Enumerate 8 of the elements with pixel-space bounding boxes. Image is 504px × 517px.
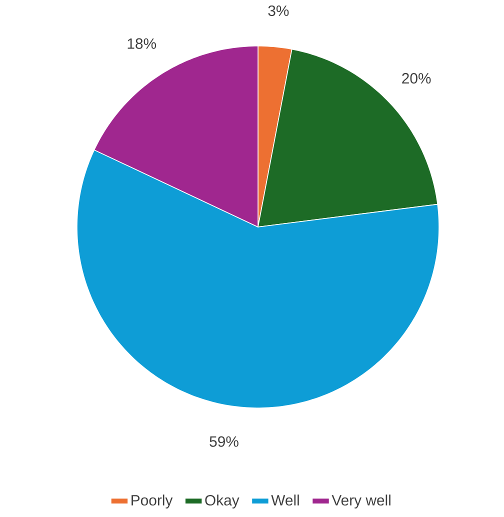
data-label: 3% xyxy=(268,5,289,16)
data-label: 59% xyxy=(210,436,238,447)
legend-label: Very well xyxy=(332,494,390,508)
data-label: 18% xyxy=(128,38,156,49)
legend-label: Poorly xyxy=(132,494,173,508)
data-label: 20% xyxy=(402,73,431,84)
legend-label: Well xyxy=(271,494,299,506)
legend-label: Okay xyxy=(205,494,240,508)
